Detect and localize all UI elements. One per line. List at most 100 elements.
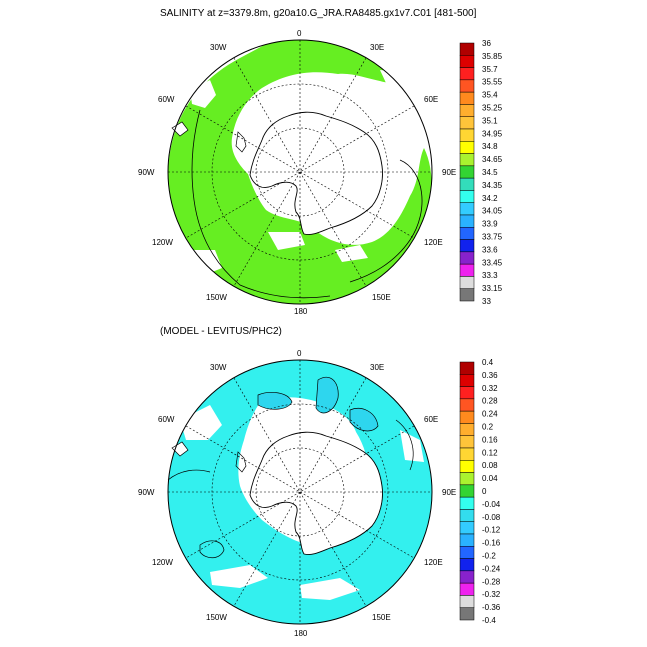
- bottom-colorbar-label: 0.08: [482, 461, 498, 470]
- bottom-colorbar-label: -0.04: [482, 500, 501, 509]
- top-colorbar-swatch: [459, 67, 475, 81]
- bottom-colorbar-swatch: [459, 410, 475, 424]
- top-lon-120e: 120E: [424, 238, 443, 247]
- bottom-colorbar-label: -0.36: [482, 603, 501, 612]
- bottom-colorbar-swatch: [459, 496, 475, 510]
- top-colorbar-label: 34.65: [482, 155, 503, 164]
- top-colorbar-swatch: [459, 190, 475, 203]
- top-colorbar-swatch: [459, 128, 475, 142]
- bottom-colorbar-label: 0.2: [482, 423, 494, 432]
- bottom-colorbar-swatch: [459, 435, 475, 449]
- top-colorbar-swatch: [459, 42, 475, 56]
- top-colorbar-label: 35.1: [482, 116, 498, 125]
- top-colorbar-swatch: [459, 153, 475, 167]
- top-colorbar-label: 33.15: [482, 284, 503, 293]
- top-lon-180: 180: [294, 307, 308, 316]
- top-colorbar-label: 34.2: [482, 194, 498, 203]
- bottom-colorbar-swatch: [459, 509, 475, 522]
- bottom-lon-180: 180: [294, 629, 308, 638]
- top-colorbar-label: 35.55: [482, 78, 503, 87]
- bottom-colorbar-swatch: [459, 386, 475, 400]
- bottom-panel: (MODEL - LEVITUS/PHC2): [138, 326, 501, 638]
- top-colorbar-label: 36: [482, 39, 491, 48]
- bottom-colorbar-swatch: [459, 570, 475, 584]
- top-colorbar-label: 34.95: [482, 129, 503, 138]
- bottom-colorbar-swatch: [459, 546, 475, 559]
- top-colorbar-swatch: [459, 55, 475, 68]
- bottom-lon-30e: 30E: [370, 363, 384, 372]
- bottom-colorbar-swatch: [459, 558, 475, 572]
- top-lon-60w: 60W: [158, 95, 175, 104]
- top-colorbar-swatch: [459, 214, 475, 228]
- top-colorbar-label: 33.9: [482, 220, 498, 229]
- bottom-colorbar-label: 0.36: [482, 371, 498, 380]
- top-salinity-field: [168, 40, 432, 304]
- bottom-colorbar-swatch: [459, 361, 475, 375]
- bottom-colorbar-swatch: [459, 398, 475, 412]
- top-colorbar-label: 34.5: [482, 168, 498, 177]
- bottom-colorbar-swatch: [459, 595, 475, 608]
- top-colorbar-swatch: [459, 141, 475, 154]
- bottom-colorbar-label: -0.2: [482, 552, 496, 561]
- bottom-colorbar-swatch: [459, 607, 475, 621]
- bottom-colorbar-swatch: [459, 374, 475, 387]
- bottom-colorbar-swatch: [459, 484, 475, 498]
- bottom-lon-0: 0: [297, 349, 302, 358]
- bottom-lon-labels: 0 30E 60E 90E 120E 150E 180 150W 120W 90…: [138, 349, 456, 638]
- bottom-colorbar-label: -0.08: [482, 513, 501, 522]
- top-lon-30e: 30E: [370, 43, 384, 52]
- top-colorbar-label: 35.4: [482, 91, 498, 100]
- bottom-lon-120e: 120E: [424, 558, 443, 567]
- top-colorbar-swatch: [459, 251, 475, 265]
- top-colorbar-label: 33.3: [482, 271, 498, 280]
- bottom-colorbar-label: 0.24: [482, 410, 498, 419]
- top-colorbar-swatch: [459, 239, 475, 253]
- top-colorbar-label: 33.75: [482, 233, 503, 242]
- bottom-colorbar-label: 0.12: [482, 448, 498, 457]
- bottom-colorbar-label: 0.16: [482, 435, 498, 444]
- top-colorbar-label: 35.7: [482, 65, 498, 74]
- bottom-graticule: [168, 360, 432, 624]
- bottom-colorbar-swatch: [459, 447, 475, 461]
- bottom-lon-150w: 150W: [206, 613, 227, 622]
- top-colorbar-label: 33.45: [482, 258, 503, 267]
- top-colorbar-label: 33.6: [482, 245, 498, 254]
- bottom-colorbar-swatch: [459, 472, 475, 486]
- top-colorbar-label: 34.35: [482, 181, 503, 190]
- bottom-colorbar-swatch: [459, 533, 475, 547]
- top-colorbar-label: 34.05: [482, 207, 503, 216]
- top-graticule: [168, 40, 432, 304]
- top-colorbar-label: 35.85: [482, 52, 503, 61]
- top-colorbar-label: 34.8: [482, 142, 498, 151]
- top-antarctica-coast: [249, 111, 383, 235]
- top-lon-90e: 90E: [442, 168, 456, 177]
- bottom-lon-150e: 150E: [372, 613, 391, 622]
- bottom-colorbar-label: 0: [482, 487, 487, 496]
- top-colorbar-swatch: [459, 227, 475, 240]
- bottom-lon-90e: 90E: [442, 488, 456, 497]
- top-colorbar-swatch: [459, 202, 475, 216]
- top-panel: SALINITY at z=3379.8m, g20a10.G_JRA.RA84…: [138, 8, 503, 316]
- top-colorbar-swatch: [459, 263, 475, 277]
- top-colorbar-swatch: [459, 104, 475, 117]
- bottom-colorbar-label: 0.4: [482, 358, 494, 367]
- bottom-colorbar-swatch: [459, 460, 475, 473]
- bottom-colorbar-swatch: [459, 423, 475, 436]
- bottom-colorbar-label: -0.4: [482, 616, 496, 625]
- bottom-colorbar-label: -0.28: [482, 577, 501, 586]
- top-colorbar-swatch: [459, 165, 475, 179]
- top-colorbar-swatch: [459, 91, 475, 105]
- bottom-colorbar-label: 0.04: [482, 474, 498, 483]
- bottom-colorbar-swatch: [459, 521, 475, 535]
- top-lon-60e: 60E: [424, 95, 438, 104]
- top-lon-150w: 150W: [206, 293, 227, 302]
- top-colorbar-swatch: [459, 116, 475, 130]
- bottom-colorbar-label: -0.12: [482, 526, 501, 535]
- bottom-lon-60e: 60E: [424, 415, 438, 424]
- bottom-antarctica-coast: [249, 431, 383, 555]
- top-colorbar-swatch: [459, 177, 475, 191]
- top-colorbar-label: 33: [482, 297, 491, 306]
- top-colorbar-swatch: [459, 276, 475, 289]
- bottom-colorbar-label: 0.28: [482, 397, 498, 406]
